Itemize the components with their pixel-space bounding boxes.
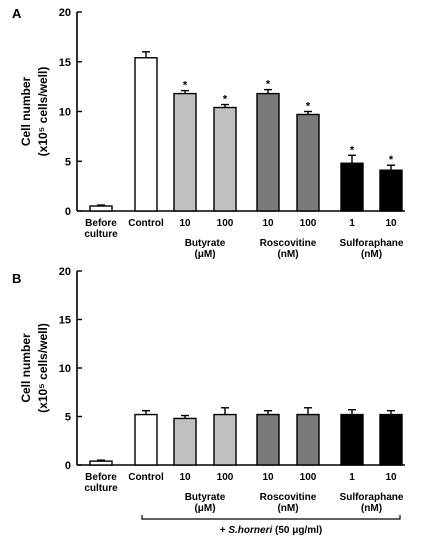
bar: [256, 413, 280, 466]
y-axis-title: Cell number: [19, 77, 33, 147]
bar: [134, 413, 158, 466]
significance-star: *: [306, 101, 311, 113]
panel-b: B Cell number (x10⁵ cells/well) 0 5 10 15 20 Bef…: [12, 266, 405, 536]
y-tick-label: 10: [59, 363, 71, 375]
x-label-dose: 10: [179, 472, 191, 483]
bar: [379, 169, 403, 212]
x-label-unit: (μM): [194, 249, 215, 260]
treatment-name: S.horneri: [228, 525, 272, 536]
x-label-drug: Sulforaphane: [340, 238, 404, 249]
panel-a: A Cell number (x10⁵ cells/well) 0 5 10 15 20 * * *…: [12, 6, 405, 260]
x-label-dose: 1: [349, 218, 355, 229]
x-label-dose: 1: [349, 472, 355, 483]
significance-star: *: [350, 144, 355, 156]
x-label-dose: 100: [300, 218, 317, 229]
y-tick-label: 5: [65, 156, 71, 168]
bar: [134, 57, 158, 212]
x-label-drug: Roscovitine: [260, 238, 317, 249]
x-label-dose: 100: [217, 472, 234, 483]
x-label-drug: Roscovitine: [260, 492, 317, 503]
x-label-unit: (μM): [194, 503, 215, 514]
x-label-drug: Sulforaphane: [340, 492, 404, 503]
x-label-before: Before: [85, 218, 117, 229]
bar: [89, 460, 113, 466]
x-label-dose: 10: [385, 472, 397, 483]
y-tick-label: 10: [59, 107, 71, 119]
bar: [379, 413, 403, 466]
x-label-dose: 100: [217, 218, 234, 229]
x-label-culture: culture: [84, 229, 118, 240]
x-label-dose: 100: [300, 472, 317, 483]
y-tick-label: 0: [65, 206, 71, 218]
x-label-unit: (nM): [277, 249, 298, 260]
x-label-culture: culture: [84, 483, 118, 494]
treatment-dose: (50 μg/ml): [272, 525, 322, 536]
x-label-drug: Butyrate: [185, 492, 226, 503]
x-label-dose: 10: [385, 218, 397, 229]
x-label-dose: 10: [262, 218, 274, 229]
y-axis-unit: (x10⁵ cells/well): [36, 323, 50, 413]
significance-star: *: [266, 79, 271, 91]
significance-star: *: [183, 80, 188, 92]
y-axis-title: Cell number: [19, 333, 33, 403]
y-tick-label: 20: [59, 266, 71, 278]
y-tick-label: 5: [65, 412, 71, 424]
y-tick-label: 20: [59, 7, 71, 19]
x-label-unit: (nM): [361, 249, 382, 260]
bar: [173, 417, 197, 466]
x-label-control: Control: [128, 218, 164, 229]
treatment-prefix: +: [220, 525, 229, 536]
x-label-unit: (nM): [361, 503, 382, 514]
x-label-drug: Butyrate: [185, 238, 226, 249]
bar: [296, 413, 320, 466]
y-tick-label: 15: [59, 315, 71, 327]
x-label-dose: 10: [179, 218, 191, 229]
bar: [256, 92, 280, 212]
bar: [296, 113, 320, 212]
y-tick-label: 0: [65, 460, 71, 472]
x-label-dose: 10: [262, 472, 274, 483]
x-label-control: Control: [128, 472, 164, 483]
x-label-unit: (nM): [277, 503, 298, 514]
bar: [213, 106, 237, 212]
bar: [340, 162, 364, 212]
significance-star: *: [389, 154, 394, 166]
bar: [89, 205, 113, 212]
bar: [213, 413, 237, 466]
treatment-label: + S.horneri (50 μg/ml): [220, 525, 323, 536]
panel-label: A: [12, 6, 22, 21]
significance-star: *: [223, 94, 228, 106]
bar: [340, 413, 364, 466]
x-label-before: Before: [85, 472, 117, 483]
treatment-bracket: [141, 515, 401, 520]
y-tick-label: 15: [59, 57, 71, 69]
bar: [173, 92, 197, 212]
panel-label: B: [12, 271, 21, 286]
y-axis-unit: (x10⁵ cells/well): [36, 67, 50, 157]
